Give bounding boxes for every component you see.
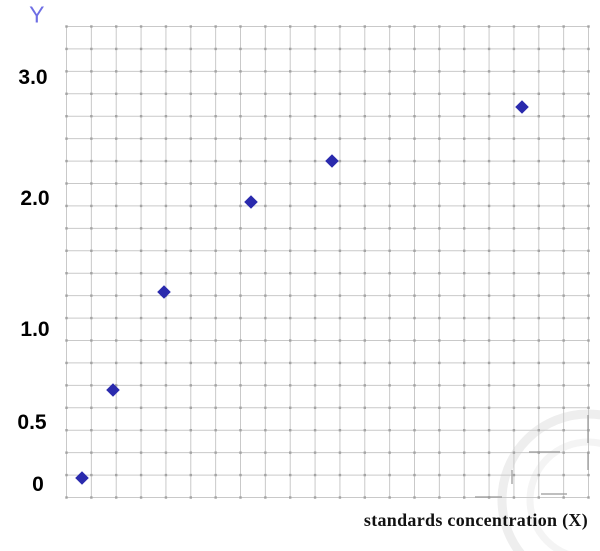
artifact-marks (475, 415, 589, 498)
data-points (75, 100, 529, 485)
data-point (75, 471, 89, 485)
grid-nodes (65, 25, 590, 499)
x-axis-title: standards concentration (X) (363, 510, 588, 530)
data-point (244, 195, 258, 209)
y-tick-label-3-0: 3.0 (18, 66, 48, 89)
data-point (515, 100, 529, 114)
y-tick-label-0: 0 (32, 473, 44, 496)
y-tick-label-0-5: 0.5 (17, 411, 47, 434)
data-point (325, 154, 339, 168)
data-point (157, 285, 171, 299)
y-tick-label-1-0: 1.0 (20, 318, 50, 341)
data-point (106, 383, 120, 397)
y-tick-label-2-0: 2.0 (20, 187, 50, 210)
grid-lines (66, 26, 589, 498)
y-axis-title: Y (29, 1, 45, 28)
